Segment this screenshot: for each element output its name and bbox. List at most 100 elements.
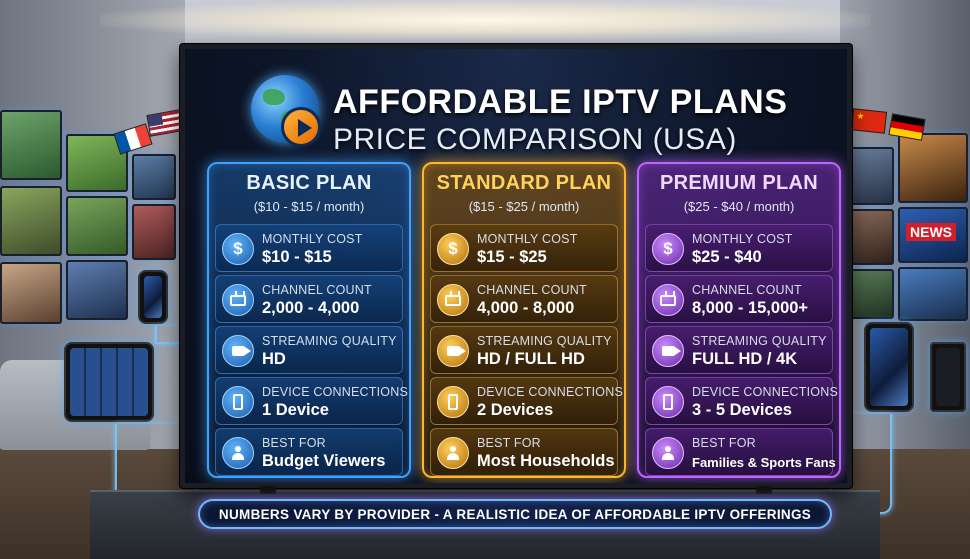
plan-row-device-connections: DEVICE CONNECTIONS 1 Device [215, 377, 408, 425]
plan-row-streaming-quality: STREAMING QUALITY HD / FULL HD [430, 326, 618, 374]
row-value: $25 - $40 [692, 248, 762, 266]
plan-name: STANDARD PLAN [436, 172, 612, 194]
footer-banner-text: NUMBERS VARY BY PROVIDER - A REALISTIC I… [218, 506, 812, 522]
right-wall-screens: NEWS [850, 125, 970, 325]
row-label: DEVICE CONNECTIONS [477, 385, 623, 399]
news-sign: NEWS [906, 223, 956, 241]
video-camera-icon [222, 335, 254, 367]
row-value: 8,000 - 15,000+ [692, 299, 809, 317]
video-camera-icon [652, 335, 684, 367]
plan-row-monthly-cost: $ MONTHLY COST $10 - $15 [215, 224, 403, 272]
play-button-icon [281, 107, 321, 147]
smartphone-icon [652, 386, 684, 418]
row-value: 4,000 - 8,000 [477, 299, 575, 317]
dollar-icon: $ [222, 233, 254, 265]
user-icon [652, 437, 684, 469]
tv-foot [260, 486, 276, 494]
row-label: CHANNEL COUNT [477, 283, 587, 297]
sports-thumbnail [0, 110, 62, 180]
sports-thumbnail [132, 204, 176, 260]
user-icon [222, 437, 254, 469]
row-label: BEST FOR [477, 436, 541, 450]
plan-row-device-connections: DEVICE CONNECTIONS 3 - 5 Devices [645, 377, 838, 425]
row-value: Families & Sports Fans [692, 455, 836, 470]
china-flag [850, 108, 888, 134]
plan-price-range: ($10 - $15 / month) [253, 199, 365, 214]
header: AFFORDABLE IPTV PLANS PRICE COMPARISON (… [185, 67, 847, 167]
smartphone-device [864, 322, 914, 412]
row-label: MONTHLY COST [692, 232, 793, 246]
row-value: HD [262, 350, 286, 368]
user-icon [437, 437, 469, 469]
plan-row-channel-count: CHANNEL COUNT 8,000 - 15,000+ [645, 275, 833, 323]
plan-row-monthly-cost: $ MONTHLY COST $25 - $40 [645, 224, 833, 272]
plan-row-best-for: BEST FOR Most Households [430, 428, 618, 476]
ceiling-light [100, 0, 870, 40]
news-thumbnail [66, 260, 128, 320]
row-value: 2,000 - 4,000 [262, 299, 360, 317]
plan-row-monthly-cost: $ MONTHLY COST $15 - $25 [430, 224, 618, 272]
row-label: MONTHLY COST [262, 232, 363, 246]
movie-thumbnail [850, 209, 894, 265]
video-camera-icon [437, 335, 469, 367]
row-label: STREAMING QUALITY [262, 334, 397, 348]
dollar-icon: $ [652, 233, 684, 265]
row-label: STREAMING QUALITY [692, 334, 827, 348]
row-value: 3 - 5 Devices [692, 401, 792, 419]
dollar-icon: $ [437, 233, 469, 265]
sports-thumbnail [132, 154, 176, 200]
plan-name: BASIC PLAN [246, 172, 372, 194]
plan-row-channel-count: CHANNEL COUNT 2,000 - 4,000 [215, 275, 403, 323]
tv-foot [756, 486, 772, 494]
tv-icon [437, 284, 469, 316]
tv-icon [652, 284, 684, 316]
plan-card-basic: BASIC PLAN ($10 - $15 / month) $ MONTHLY… [207, 162, 411, 478]
sports-thumbnail [66, 134, 128, 192]
plan-row-device-connections: DEVICE CONNECTIONS 2 Devices [430, 377, 623, 425]
smartphone-icon [222, 386, 254, 418]
row-value: Most Households [477, 452, 615, 470]
smartphone-icon [437, 386, 469, 418]
sports-thumbnail [898, 267, 968, 321]
smartphone-device [138, 270, 168, 324]
row-value: HD / FULL HD [477, 350, 585, 368]
movie-thumbnail [898, 133, 968, 203]
row-label: BEST FOR [262, 436, 326, 450]
plan-row-best-for: BEST FOR Budget Viewers [215, 428, 403, 476]
plan-row-channel-count: CHANNEL COUNT 4,000 - 8,000 [430, 275, 618, 323]
plan-row-best-for: BEST FOR Families & Sports Fans [645, 428, 836, 476]
row-value: $10 - $15 [262, 248, 332, 266]
television: AFFORDABLE IPTV PLANS PRICE COMPARISON (… [180, 44, 852, 488]
plan-card-standard: STANDARD PLAN ($15 - $25 / month) $ MONT… [422, 162, 626, 478]
tv-icon [222, 284, 254, 316]
tablet-device [64, 342, 154, 422]
row-label: CHANNEL COUNT [262, 283, 372, 297]
news-thumbnail [0, 262, 62, 324]
plan-price-range: ($15 - $25 / month) [468, 199, 580, 214]
connection-wire [155, 326, 185, 344]
footer-banner: NUMBERS VARY BY PROVIDER - A REALISTIC I… [198, 499, 832, 529]
row-value: Budget Viewers [262, 452, 386, 470]
sports-thumbnail [850, 269, 894, 319]
left-wall-screens [0, 110, 185, 330]
game-console-device [930, 342, 966, 412]
plan-card-premium: PREMIUM PLAN ($25 - $40 / month) $ MONTH… [637, 162, 841, 478]
row-label: BEST FOR [692, 436, 756, 450]
row-label: DEVICE CONNECTIONS [262, 385, 408, 399]
row-value: 1 Device [262, 401, 329, 419]
row-label: CHANNEL COUNT [692, 283, 802, 297]
sports-thumbnail [66, 196, 128, 256]
plan-row-streaming-quality: STREAMING QUALITY HD [215, 326, 403, 374]
row-value: $15 - $25 [477, 248, 547, 266]
news-thumbnail: NEWS [898, 207, 968, 263]
movie-thumbnail [850, 147, 894, 205]
row-label: MONTHLY COST [477, 232, 578, 246]
plan-row-streaming-quality: STREAMING QUALITY FULL HD / 4K [645, 326, 833, 374]
row-label: DEVICE CONNECTIONS [692, 385, 838, 399]
row-label: STREAMING QUALITY [477, 334, 612, 348]
row-value: 2 Devices [477, 401, 554, 419]
page-subtitle: PRICE COMPARISON (USA) [333, 123, 737, 156]
plan-price-range: ($25 - $40 / month) [683, 199, 795, 214]
plan-name: PREMIUM PLAN [659, 172, 819, 194]
row-value: FULL HD / 4K [692, 350, 798, 368]
